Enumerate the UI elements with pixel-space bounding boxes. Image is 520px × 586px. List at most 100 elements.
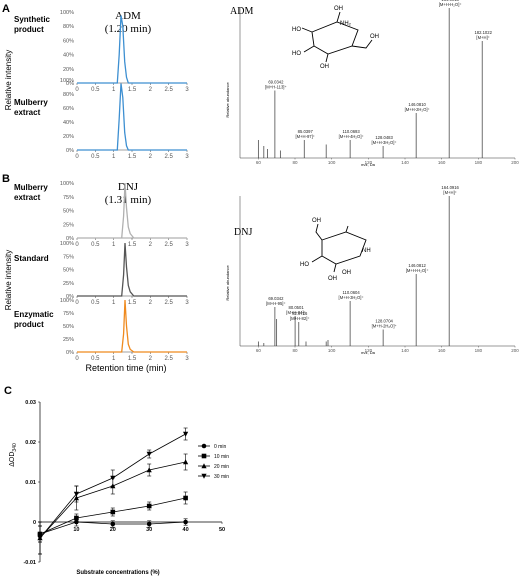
ms-dnj-peak-ion-label: [M+H-82]⁺ [290, 316, 310, 321]
chrom-dnj-enzymatic-y-tick-label: 100% [60, 298, 74, 304]
chrom-adm-synthetic-x-tick-label: 0.5 [91, 87, 100, 93]
od-point-2 [183, 459, 189, 465]
chrom-adm-mulberry-trace [77, 83, 187, 151]
chrom-dnj-standard-trace [77, 242, 187, 297]
od-y-tick-label: -0.01 [23, 560, 36, 566]
ms-dnj-x-tick-label: 120 [365, 348, 373, 353]
chrom-dnj-enzymatic-x-tick-label: 1 [112, 356, 116, 362]
chrom-adm-mulberry-y-tick-label: 80% [63, 92, 74, 98]
ms-adm-peak-mz-label: 146.0810 [408, 102, 426, 107]
od-y-tick-label: 0.02 [25, 440, 36, 446]
legend-30min: 30 min [214, 474, 229, 480]
adm-structure-oh-5: OH [370, 34, 379, 40]
ms-adm-peak-ion-label: [M+H-3H₂O]⁺ [372, 140, 397, 145]
chrom-dnj-enzymatic-x-tick-label: 1.5 [128, 356, 137, 362]
trace-label-dnj-standard: Standard [14, 254, 49, 263]
chrom-adm-mulberry-x-tick-label: 2 [149, 154, 153, 160]
chrom-dnj-enzymatic-x-tick-label: 2 [149, 356, 153, 362]
trace-label-dnj-enzymatic-1: Enzymatic [14, 310, 54, 319]
chrom-adm-synthetic-y-tick-label: 20% [63, 67, 74, 73]
od-point-0 [146, 521, 152, 527]
ms-adm-peak-ion-label: [M+H-2H₂O]⁺ [405, 107, 430, 112]
chrom-adm-mulberry-y-tick-label: 60% [63, 106, 74, 112]
adm-structure-drawing [301, 11, 373, 63]
chrom-adm-mulberry-y-tick-label: 100% [60, 78, 74, 84]
chrom-adm-synthetic-y-tick-label: 80% [63, 24, 74, 30]
legend-marker-3 [201, 473, 207, 479]
adm-structure-oh-1: HO [292, 27, 301, 33]
dnj-retention-label: (1.31 min) [105, 194, 152, 206]
chrom-dnj-standard-x-tick-label: 2.5 [164, 300, 173, 306]
chrom-dnj-mulberry-y-tick-label: 25% [63, 222, 74, 228]
od-point-1 [183, 495, 188, 501]
chrom-dnj-mulberry-x-tick-label: 1.5 [128, 242, 137, 248]
od-point-0 [183, 519, 188, 525]
ms-dnj-x-tick-label: 60 [256, 348, 262, 353]
adm-compound-label: ADM [115, 10, 141, 22]
chrom-adm-synthetic-x-tick-label: 1 [112, 87, 116, 93]
legend-20min: 20 min [214, 464, 229, 470]
trace-label-adm-synthetic-1: Synthetic [14, 15, 51, 24]
trace-label-dnj-mulberry-2: extract [14, 193, 41, 202]
od-x-tick-label: 20 [110, 527, 116, 533]
trace-label-dnj-mulberry-1: Mulberry [14, 183, 48, 192]
chrom-adm-mulberry-x-tick-label: 0 [75, 154, 79, 160]
adm-structure-oh-2: HO [292, 51, 301, 57]
ms-adm-x-tick-label: 200 [511, 160, 519, 165]
dnj-xlabel: Retention time (min) [85, 363, 166, 373]
od-point-2 [146, 467, 152, 473]
chrom-dnj-standard-y-tick-label: 0% [66, 294, 74, 300]
panel-letter-c: C [4, 385, 12, 397]
chrom-dnj-enzymatic-y-tick-label: 0% [66, 350, 74, 356]
dnj-compound-label: DNJ [118, 181, 139, 193]
chrom-dnj-standard-y-tick-label: 50% [63, 268, 74, 274]
spectrum-adm-ylabel: Relative abundance [225, 82, 230, 118]
chrom-adm-synthetic-x-tick-label: 2 [149, 87, 153, 93]
chrom-adm-mulberry-y-tick-label: 40% [63, 120, 74, 126]
dnj-structure-oh-4: OH [342, 270, 351, 276]
od-x-tick-label: 10 [73, 527, 79, 533]
spectrum-adm-xlabel: m/z, Da [361, 162, 376, 167]
spectrum-dnj-ylabel: Relative abundance [225, 265, 230, 301]
chrom-adm-mulberry-x-tick-label: 0.5 [91, 154, 100, 160]
od-point-0 [110, 521, 116, 527]
spectrum-dnj-title: DNJ [234, 227, 252, 238]
ms-adm-peak-ion-label: [M+H-97]⁺ [295, 134, 315, 139]
chrom-dnj-mulberry-trace [77, 182, 187, 239]
ms-dnj-x-tick-label: 100 [328, 348, 336, 353]
chrom-dnj-mulberry-x-tick-label: 1 [112, 242, 116, 248]
chrom-adm-synthetic-y-tick-label: 60% [63, 38, 74, 44]
ms-dnj-x-tick-label: 200 [511, 348, 519, 353]
chrom-dnj-mulberry-y-tick-label: 100% [60, 181, 74, 187]
ms-dnj-x-tick-label: 160 [438, 348, 446, 353]
ms-dnj-peak-ion-label: [M+H-84]⁺ [286, 310, 306, 315]
chrom-dnj-enzymatic-x-tick-label: 2.5 [164, 356, 173, 362]
ms-dnj-peak-ion-label: [M+H-3H₂O]⁺ [339, 295, 364, 300]
chrom-dnj-mulberry-x-tick-label: 2.5 [164, 242, 173, 248]
ms-dnj-x-tick-label: 140 [401, 348, 409, 353]
adm-retention-label: (1.20 min) [105, 23, 152, 35]
panel-letter-b: B [2, 173, 10, 185]
chrom-dnj-standard-x-tick-label: 1.5 [128, 300, 137, 306]
ms-dnj-peak-mz-label: 69.0342 [268, 296, 284, 301]
ms-dnj-peak-mz-label: 110.0604 [343, 290, 361, 295]
chrom-adm-synthetic-x-tick-label: 0 [75, 87, 79, 93]
ms-dnj-peak-mz-label: 128.0704 [375, 319, 393, 324]
od-point-1 [110, 509, 116, 515]
od-xlabel: Substrate concentrations (%) [76, 570, 159, 576]
legend-0min: 0 min [214, 444, 226, 450]
ms-dnj-peak-ion-label: [M+H-2H₂O]⁺ [372, 324, 397, 329]
chrom-dnj-enzymatic-y-tick-label: 25% [63, 337, 74, 343]
chrom-adm-synthetic-x-tick-label: 3 [185, 87, 189, 93]
chrom-dnj-enzymatic-x-tick-label: 0.5 [91, 356, 100, 362]
ms-adm-x-tick-label: 80 [292, 160, 298, 165]
od-point-3 [73, 491, 79, 497]
ms-adm-peak-mz-label: 164.0913 [441, 0, 459, 2]
od-x-tick-label: 30 [146, 527, 152, 533]
ms-dnj-peak-mz-label: 164.0916 [441, 185, 459, 190]
ms-dnj-x-tick-label: 80 [292, 348, 298, 353]
chrom-dnj-standard-x-tick-label: 0.5 [91, 300, 100, 306]
chrom-dnj-mulberry-x-tick-label: 0 [75, 242, 79, 248]
chrom-adm-mulberry-y-tick-label: 0% [66, 148, 74, 154]
ms-adm-peak-mz-label: 182.1022 [474, 30, 492, 35]
